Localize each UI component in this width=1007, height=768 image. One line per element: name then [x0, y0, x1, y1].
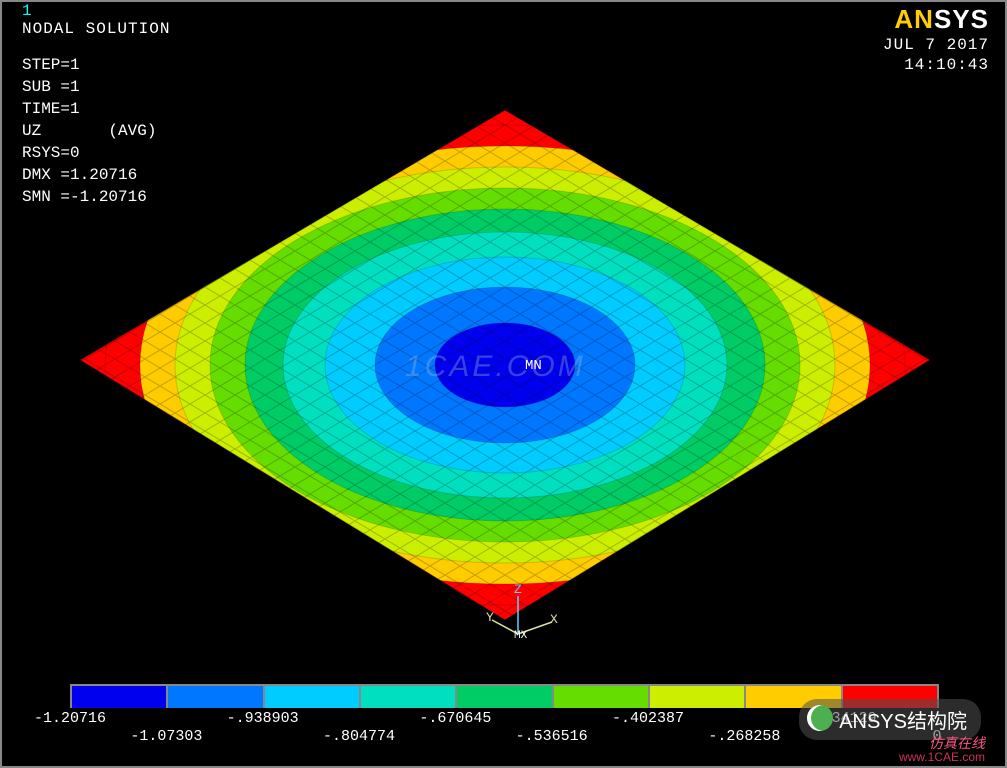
legend-swatch: [166, 686, 262, 708]
site-watermark-url: www.1CAE.com: [899, 750, 985, 764]
run-time: 14:10:43: [904, 56, 989, 74]
window-index: 1: [22, 2, 32, 20]
contour-plot[interactable]: 1CAE.COM MN: [70, 80, 940, 650]
legend-tick: -1.20716: [34, 710, 106, 727]
legend-tick: -.536516: [516, 728, 588, 745]
legend-swatch: [648, 686, 744, 708]
logo-part-2: SYS: [934, 4, 989, 34]
solution-title: NODAL SOLUTION: [22, 20, 170, 38]
legend-tick: -.268258: [708, 728, 780, 745]
site-watermark-cn: 仿真在线: [899, 736, 985, 750]
brand-badge: ANSYS结构院: [799, 699, 981, 740]
legend-tick: -.670645: [419, 710, 491, 727]
info-line: STEP=1: [22, 56, 80, 74]
legend-tick: -.402387: [612, 710, 684, 727]
legend-swatch: [552, 686, 648, 708]
axis-x-label: X: [550, 612, 558, 627]
contour-svg: [70, 80, 940, 650]
mx-label: MX: [514, 630, 527, 642]
mn-label: MN: [525, 358, 542, 374]
legend-swatch: [359, 686, 455, 708]
axis-z-label: Z: [514, 582, 522, 597]
legend-swatch: [70, 686, 166, 708]
logo-part-1: AN: [894, 4, 934, 34]
coord-triad: X Y Z MX: [490, 576, 562, 648]
legend-tick: -.938903: [227, 710, 299, 727]
site-watermark: 仿真在线 www.1CAE.com: [899, 736, 985, 764]
run-date: JUL 7 2017: [883, 36, 989, 54]
legend-swatch: [263, 686, 359, 708]
legend-tick: -1.07303: [130, 728, 202, 745]
legend-tick: -.804774: [323, 728, 395, 745]
axis-y-label: Y: [486, 610, 494, 625]
ansys-logo: ANSYS: [894, 4, 989, 35]
legend-swatch: [455, 686, 551, 708]
